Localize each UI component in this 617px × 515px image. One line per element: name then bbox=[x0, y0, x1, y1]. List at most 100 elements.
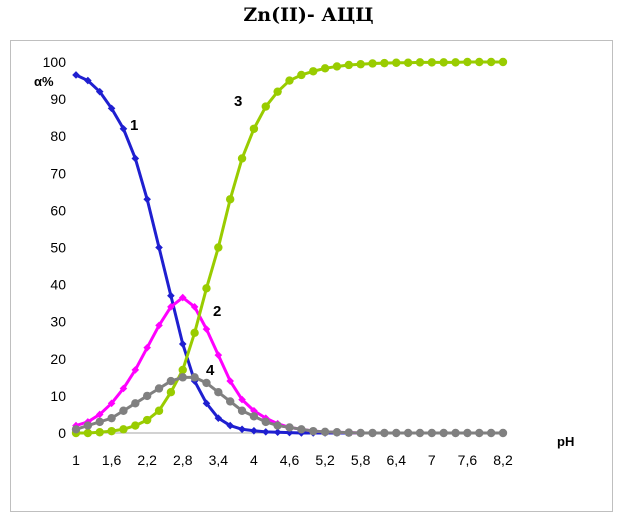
x-tick-label: 2,8 bbox=[173, 452, 193, 468]
series-4-point bbox=[380, 428, 389, 438]
series-2-point bbox=[202, 325, 211, 333]
series-3-point bbox=[368, 59, 377, 68]
series-4-point bbox=[107, 413, 116, 423]
series-4-point bbox=[142, 391, 152, 401]
x-tick-label: 5,2 bbox=[315, 452, 335, 468]
series-3-point bbox=[95, 428, 104, 437]
series-2-point bbox=[107, 399, 116, 408]
series-3-point bbox=[427, 58, 437, 67]
series-3-point bbox=[344, 60, 354, 70]
series-3-point bbox=[83, 428, 93, 438]
series-1-point bbox=[214, 414, 223, 422]
series-4-point bbox=[131, 399, 140, 408]
series-4-point bbox=[190, 373, 199, 382]
series-1-point bbox=[155, 243, 163, 252]
y-tick-label: 60 bbox=[50, 202, 66, 218]
series-3-point bbox=[166, 387, 176, 397]
y-tick-label: 40 bbox=[50, 277, 66, 293]
series-3-point bbox=[261, 102, 270, 111]
series-1-point bbox=[107, 104, 116, 113]
x-tick-label: 3,4 bbox=[209, 452, 229, 468]
curve-label-3: 3 bbox=[234, 93, 242, 110]
x-tick-label: 7 bbox=[428, 452, 436, 468]
series-3-point bbox=[475, 57, 484, 67]
series-2-point bbox=[226, 377, 234, 385]
series-3-point bbox=[356, 60, 365, 69]
series-2-point bbox=[95, 410, 104, 419]
series-4-point bbox=[309, 426, 318, 436]
series-2-point bbox=[214, 351, 223, 359]
series-4-point bbox=[344, 428, 354, 437]
series-4-point bbox=[214, 387, 223, 397]
series-3-point bbox=[392, 58, 401, 67]
series-3-point bbox=[332, 62, 342, 71]
series-1-point bbox=[273, 428, 282, 437]
series-4-point bbox=[451, 428, 460, 438]
series-3-point bbox=[119, 425, 128, 434]
series-3-point bbox=[285, 76, 294, 85]
series-2-point bbox=[119, 384, 128, 393]
series-4-point bbox=[273, 421, 282, 430]
series-3-point bbox=[403, 58, 413, 67]
series-4-point bbox=[498, 428, 508, 438]
x-axis-label: pH bbox=[557, 434, 574, 449]
series-4-point bbox=[392, 428, 401, 438]
y-tick-label: 50 bbox=[50, 240, 66, 256]
series-4-point bbox=[486, 428, 496, 438]
y-tick-label: 90 bbox=[50, 91, 66, 107]
x-tick-label: 2,2 bbox=[137, 452, 157, 468]
series-1-point bbox=[131, 154, 140, 163]
series-3-point bbox=[297, 70, 306, 80]
series-4-point bbox=[332, 428, 342, 437]
series-3-point bbox=[202, 284, 211, 293]
series-3-point bbox=[249, 124, 259, 133]
x-tick-label: 5,8 bbox=[351, 452, 371, 468]
curve-label-4: 4 bbox=[206, 362, 215, 379]
y-tick-label: 10 bbox=[50, 388, 66, 404]
chart-title: Zn(II)- АЦЦ bbox=[243, 4, 374, 26]
series-4-point bbox=[202, 378, 211, 388]
series-1-point bbox=[178, 340, 187, 348]
series-3-point bbox=[214, 243, 223, 252]
series-1-point bbox=[72, 71, 80, 79]
series-1-point bbox=[261, 428, 270, 436]
series-2-point bbox=[143, 343, 151, 352]
y-tick-label: 70 bbox=[50, 165, 66, 181]
series-3-point bbox=[380, 58, 389, 68]
series-4-point bbox=[297, 425, 306, 434]
series-3-point bbox=[439, 58, 448, 67]
y-tick-label: 20 bbox=[50, 351, 66, 367]
series-2-point bbox=[190, 303, 199, 311]
series-3-point bbox=[463, 57, 472, 67]
series-3-point bbox=[178, 365, 187, 375]
series-4-point bbox=[225, 397, 235, 406]
series-3-point bbox=[142, 415, 152, 425]
x-tick-label: 4 bbox=[250, 452, 258, 468]
y-tick-label: 100 bbox=[43, 54, 67, 70]
plot-frame bbox=[10, 40, 613, 512]
series-1-point bbox=[238, 425, 246, 434]
series-1-point bbox=[250, 426, 258, 435]
series-3-point bbox=[498, 57, 508, 67]
series-4-point bbox=[71, 425, 81, 434]
series-1-point bbox=[95, 87, 104, 96]
series-4-point bbox=[178, 373, 187, 382]
series-4-point bbox=[154, 384, 164, 393]
series-4-point bbox=[368, 428, 377, 438]
series-4-point bbox=[237, 406, 247, 415]
series-1-line bbox=[75, 73, 503, 435]
series-1-point bbox=[226, 421, 234, 430]
series-4-point bbox=[119, 406, 128, 415]
series-1-point bbox=[143, 195, 151, 204]
series-3-point bbox=[154, 406, 164, 415]
y-tick-label: 80 bbox=[50, 128, 66, 144]
series-4-point bbox=[427, 428, 437, 438]
x-tick-label: 8,2 bbox=[493, 452, 513, 468]
series-1-point bbox=[167, 291, 175, 300]
series-3-point bbox=[225, 195, 235, 204]
series-4-point bbox=[439, 428, 448, 438]
series-2-point bbox=[250, 406, 258, 415]
curve-label-2: 2 bbox=[213, 303, 221, 320]
series-2-point bbox=[155, 321, 163, 330]
